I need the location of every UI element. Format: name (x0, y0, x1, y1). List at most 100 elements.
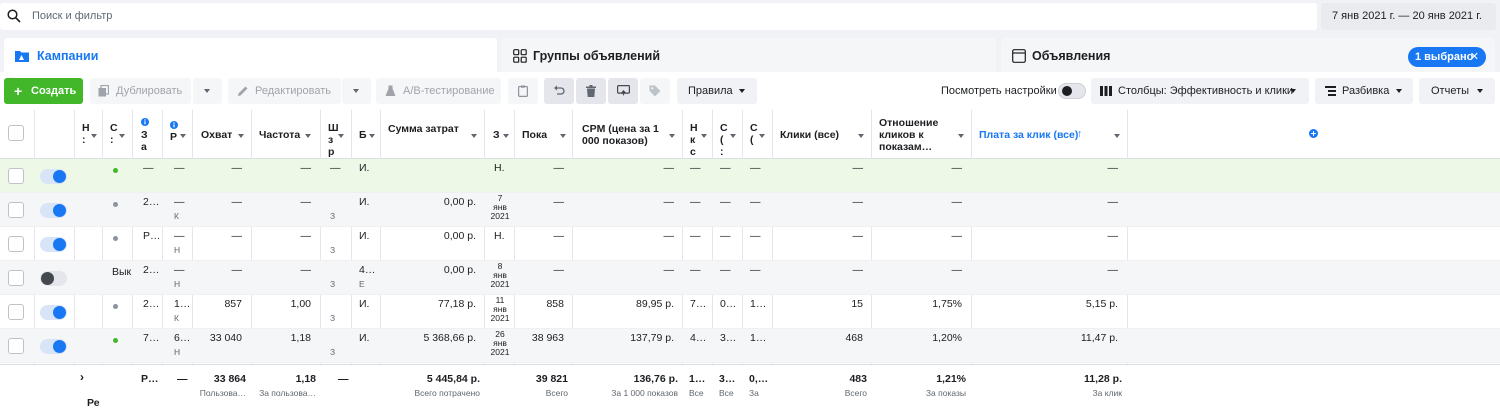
create-button[interactable]: + Создать (4, 78, 83, 104)
truncated-cell: 3… (720, 332, 737, 344)
breakdown-button[interactable]: Разбивка (1315, 78, 1413, 104)
trash-icon (586, 85, 596, 97)
col-header-budget[interactable]: Б (359, 129, 367, 141)
tab-ad-sets[interactable]: Группы объявлений (501, 38, 996, 72)
delivery-status-dot (113, 304, 118, 309)
frequency-cell: — (300, 264, 312, 276)
col-header-clicks[interactable]: Клики (все) (780, 129, 840, 141)
table-row[interactable]: 2… — — — И. 0,00 р. 7 янв 2021 — — — — — — — — К З (0, 193, 1500, 227)
col-header-truncated[interactable]: С( (750, 122, 758, 146)
rules-button[interactable]: Правила (677, 78, 757, 104)
cpm-cell: — (663, 264, 675, 276)
campaign-name[interactable]: Р… (143, 230, 161, 242)
attribution-cell: 4… (359, 264, 376, 276)
edit-dropdown-button[interactable] (342, 78, 371, 104)
col-header-end[interactable]: З (493, 129, 500, 141)
delete-button[interactable] (576, 78, 606, 104)
selected-count-badge[interactable]: 1 выбрано ✕ (1408, 47, 1486, 67)
search-input[interactable]: Поиск и фильтр (0, 3, 1317, 30)
columns-button[interactable]: Столбцы: Эффективность и клики (1091, 78, 1309, 104)
add-column-icon[interactable] (1309, 129, 1318, 138)
col-header-impressions[interactable]: Пока (522, 129, 548, 141)
ad-icon (1012, 49, 1026, 63)
info-icon[interactable] (170, 121, 178, 129)
preview-button[interactable] (608, 78, 638, 104)
tag-button[interactable] (640, 78, 670, 104)
result-cell: — (174, 264, 185, 276)
view-settings-toggle[interactable] (1058, 83, 1086, 99)
tab-ad-sets-label: Группы объявлений (533, 49, 661, 63)
reports-button[interactable]: Отчеты (1419, 78, 1495, 104)
campaign-toggle[interactable] (40, 339, 67, 354)
frequency-cell: — (300, 162, 312, 174)
result-sub: Н (174, 279, 181, 289)
campaign-name[interactable]: — (143, 162, 154, 174)
info-icon[interactable] (141, 118, 149, 126)
col-header-spend[interactable]: Сумма затрат (388, 123, 459, 135)
totals-spend: 5 445,84 р. (426, 373, 480, 385)
truncated-cell: — (750, 264, 761, 276)
select-all-checkbox[interactable] (8, 125, 24, 141)
tab-campaigns[interactable]: Кампании (4, 38, 497, 72)
totals-clicks-sub: Всего (844, 388, 867, 398)
col-header-truncated[interactable]: Р (170, 131, 178, 143)
col-header-cpm[interactable]: CPM (цена за 1 000 показов) (582, 123, 659, 147)
edit-button[interactable]: Редактировать (228, 78, 341, 104)
col-header-truncated[interactable]: С(: (720, 122, 728, 158)
row-checkbox[interactable] (8, 202, 24, 218)
table-row[interactable]: Вык 2… — — — 4… 0,00 р. 8 янв 2021 — — — — — — — — Н З Е (0, 261, 1500, 295)
campaign-toggle[interactable] (40, 271, 67, 286)
cpc-cell: 11,47 р. (1080, 332, 1118, 344)
undo-button[interactable] (544, 78, 574, 104)
clear-selection-icon[interactable]: ✕ (1469, 51, 1479, 63)
row-checkbox[interactable] (8, 270, 24, 286)
table-row[interactable]: 2… 1… 857 1,00 И. 77,18 р. 11 янв 2021 858 89,95… (0, 295, 1500, 329)
table-row[interactable]: 7… 6… 33 040 1,18 И. 5 368,66 р. 26 янв 2021 38… (0, 329, 1500, 363)
duplicate-dropdown-button[interactable] (193, 78, 222, 104)
totals-impressions-sub: Всего (545, 388, 568, 398)
totals-reach: 33 864 (213, 373, 246, 385)
campaign-toggle[interactable] (40, 203, 67, 218)
col-header-reach[interactable]: Охват (201, 129, 233, 141)
row-checkbox[interactable] (8, 338, 24, 354)
toggle-knob (53, 340, 66, 353)
ctr-cell: — (951, 230, 963, 242)
clipboard-button[interactable] (508, 78, 538, 104)
totals-cpm-sub: За 1 000 показов (611, 388, 678, 398)
campaign-name[interactable]: 7… (143, 332, 160, 344)
campaign-toggle[interactable] (40, 237, 67, 252)
col-header-truncated[interactable]: С: (110, 122, 118, 146)
row-checkbox[interactable] (8, 168, 24, 184)
table-row[interactable]: Р… — — — И. 0,00 р. Н. — — — — — — — — Н З (0, 227, 1500, 261)
truncated-cell: — (720, 162, 731, 174)
date-range-picker[interactable]: 7 янв 2021 г. — 20 янв 2021 г. (1321, 3, 1496, 30)
row-checkbox[interactable] (8, 236, 24, 252)
col-header-frequency[interactable]: Частота (259, 129, 301, 141)
campaign-name[interactable]: 2… (143, 298, 160, 310)
budget-sub: З (330, 245, 336, 255)
campaign-toggle[interactable] (40, 169, 67, 184)
toggle-knob (41, 272, 54, 285)
cpm-cell: — (663, 196, 675, 208)
clicks-cell: — (852, 162, 864, 174)
totals-c3: 0,… (749, 373, 769, 385)
sort-caret-icon (958, 134, 964, 138)
truncated-cell: — (720, 264, 731, 276)
col-header-ctr[interactable]: Отношение кликов к показам… (879, 117, 939, 153)
col-header-truncated[interactable]: Н: (82, 122, 90, 146)
delivery-status-dot (113, 338, 118, 343)
result-sub: Н (174, 245, 181, 255)
row-checkbox[interactable] (8, 304, 24, 320)
table-row[interactable]: — — — — — И. Н. — — — — — — — — (0, 159, 1500, 193)
col-header-cpc[interactable]: Плата за клик (все) (979, 129, 1079, 141)
campaign-name[interactable]: 2… (143, 196, 160, 208)
chevron-right-icon[interactable]: › (80, 370, 84, 384)
duplicate-button[interactable]: Дублировать (90, 78, 191, 104)
create-label: Создать (31, 85, 77, 97)
ab-test-button[interactable]: A/B-тестирование (376, 78, 501, 104)
campaign-toggle[interactable] (40, 305, 67, 320)
attribution-cell: И. (359, 162, 370, 174)
campaign-name[interactable]: 2… (143, 264, 160, 276)
